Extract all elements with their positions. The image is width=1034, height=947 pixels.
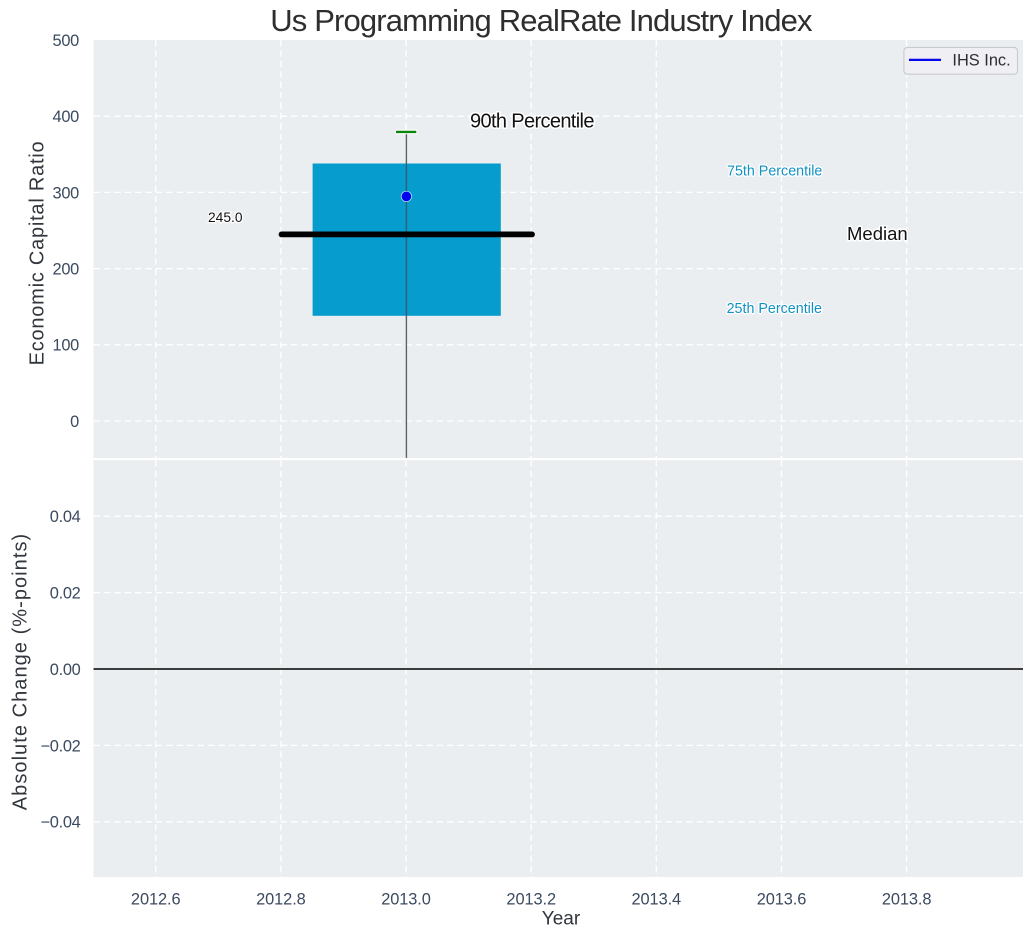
- svg-text:200: 200: [53, 261, 80, 279]
- svg-text:2013.4: 2013.4: [632, 891, 682, 909]
- svg-text:75th Percentile: 75th Percentile: [727, 164, 822, 180]
- svg-text:245.0: 245.0: [208, 210, 243, 225]
- svg-text:0: 0: [70, 413, 79, 431]
- svg-text:Median: Median: [847, 223, 908, 244]
- svg-text:2012.6: 2012.6: [131, 891, 181, 909]
- svg-text:500: 500: [53, 32, 80, 50]
- svg-text:0.00: 0.00: [50, 661, 81, 679]
- svg-text:2013.0: 2013.0: [381, 891, 431, 909]
- svg-text:Us Programming RealRate Indust: Us Programming RealRate Industry Index: [270, 3, 813, 38]
- svg-text:2012.8: 2012.8: [256, 891, 306, 909]
- svg-text:100: 100: [53, 337, 80, 355]
- svg-text:300: 300: [53, 184, 80, 202]
- svg-text:−0.02: −0.02: [41, 737, 81, 755]
- svg-text:Economic Capital Ratio: Economic Capital Ratio: [27, 141, 49, 366]
- svg-text:0.04: 0.04: [50, 508, 81, 526]
- svg-text:2013.2: 2013.2: [506, 891, 556, 909]
- svg-text:2013.6: 2013.6: [757, 891, 807, 909]
- svg-text:90th Percentile: 90th Percentile: [470, 111, 594, 133]
- svg-text:400: 400: [53, 108, 80, 126]
- svg-text:25th Percentile: 25th Percentile: [727, 301, 822, 317]
- svg-text:0.02: 0.02: [50, 585, 81, 603]
- svg-text:Absolute Change (%-points): Absolute Change (%-points): [10, 533, 32, 810]
- svg-text:IHS Inc.: IHS Inc.: [952, 52, 1010, 70]
- svg-text:2013.8: 2013.8: [882, 891, 932, 909]
- svg-text:−0.04: −0.04: [41, 814, 81, 832]
- svg-text:Year: Year: [542, 909, 581, 930]
